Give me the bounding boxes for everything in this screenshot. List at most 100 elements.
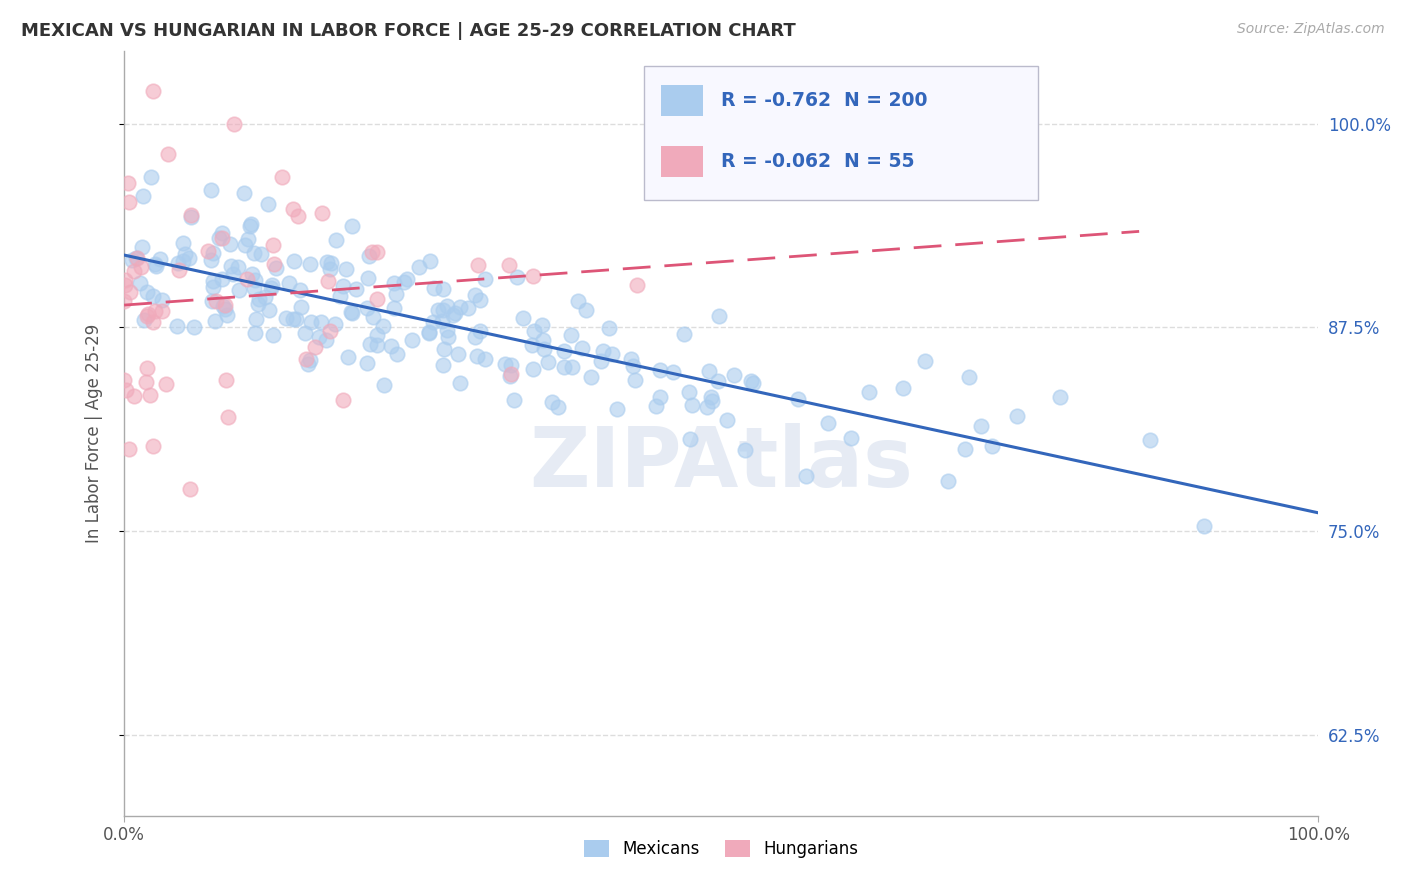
Point — [316, 255, 339, 269]
Point — [464, 288, 486, 302]
Point — [723, 368, 745, 383]
Point — [537, 355, 560, 369]
Point — [142, 288, 165, 302]
Point — [520, 338, 543, 352]
Point — [553, 359, 575, 374]
Point — [173, 247, 195, 261]
Point — [623, 373, 645, 387]
Point — [794, 468, 817, 483]
Point — [786, 392, 808, 406]
Point — [567, 293, 589, 308]
Point — [700, 390, 723, 404]
Point — [149, 252, 172, 267]
Point — [125, 252, 148, 266]
Point — [332, 393, 354, 408]
Point — [418, 325, 440, 339]
Point — [422, 315, 444, 329]
Point — [180, 208, 202, 222]
Point — [135, 376, 157, 390]
Point — [357, 270, 380, 285]
Point — [294, 326, 316, 341]
Point — [180, 210, 202, 224]
Y-axis label: In Labor Force | Age 25-29: In Labor Force | Age 25-29 — [86, 324, 103, 543]
Point — [498, 258, 520, 272]
Point — [385, 346, 408, 360]
Point — [697, 364, 720, 378]
Point — [315, 333, 337, 347]
Point — [506, 269, 529, 284]
Point — [281, 311, 304, 326]
Point — [498, 369, 520, 384]
Point — [681, 398, 703, 412]
Point — [129, 260, 152, 274]
Point — [228, 283, 250, 297]
Point — [124, 389, 146, 403]
Point — [561, 359, 583, 374]
Point — [678, 385, 700, 400]
Point — [145, 260, 167, 274]
Point — [228, 260, 250, 274]
Point — [264, 261, 287, 276]
Point — [540, 394, 562, 409]
Point — [277, 277, 299, 291]
Point — [419, 253, 441, 268]
Point — [335, 261, 357, 276]
Point — [361, 310, 384, 324]
Point — [817, 416, 839, 430]
Point — [679, 433, 702, 447]
Point — [432, 302, 454, 317]
Point — [621, 359, 644, 373]
Point — [392, 275, 415, 289]
Point — [449, 300, 471, 314]
Point — [141, 170, 163, 185]
Text: R = -0.762  N = 200: R = -0.762 N = 200 — [721, 91, 928, 110]
Text: MEXICAN VS HUNGARIAN IN LABOR FORCE | AGE 25-29 CORRELATION CHART: MEXICAN VS HUNGARIAN IN LABOR FORCE | AG… — [21, 22, 796, 40]
Point — [436, 299, 458, 313]
Point — [257, 303, 280, 318]
Point — [325, 232, 347, 246]
Point — [914, 353, 936, 368]
Point — [589, 354, 612, 368]
Point — [953, 442, 976, 457]
Legend: Mexicans, Hungarians: Mexicans, Hungarians — [578, 833, 865, 865]
Point — [283, 202, 305, 216]
Point — [523, 325, 546, 339]
Point — [553, 343, 575, 358]
Point — [243, 272, 266, 286]
Point — [274, 310, 297, 325]
Point — [290, 301, 312, 315]
Point — [311, 315, 333, 329]
Point — [319, 256, 342, 270]
Point — [205, 294, 228, 309]
Point — [290, 283, 312, 297]
Text: Source: ZipAtlas.com: Source: ZipAtlas.com — [1237, 22, 1385, 37]
Point — [371, 318, 394, 333]
Point — [707, 309, 730, 323]
Point — [433, 342, 456, 356]
Point — [204, 314, 226, 328]
Point — [465, 350, 488, 364]
Point — [468, 293, 491, 307]
Point — [301, 315, 323, 329]
Point — [337, 350, 360, 364]
Point — [385, 287, 408, 301]
Point — [340, 306, 363, 320]
Point — [179, 252, 201, 266]
Point — [254, 290, 277, 304]
Point — [707, 374, 730, 388]
Point — [468, 324, 491, 338]
Point — [499, 358, 522, 372]
Point — [201, 274, 224, 288]
Point — [696, 400, 718, 414]
Point — [262, 328, 284, 343]
Point — [648, 391, 671, 405]
Point — [1139, 433, 1161, 447]
Point — [283, 254, 305, 268]
Point — [449, 376, 471, 390]
Point — [239, 217, 262, 231]
Point — [132, 313, 155, 327]
Point — [128, 276, 150, 290]
Point — [432, 358, 454, 372]
Point — [426, 303, 449, 318]
Point — [340, 219, 363, 233]
